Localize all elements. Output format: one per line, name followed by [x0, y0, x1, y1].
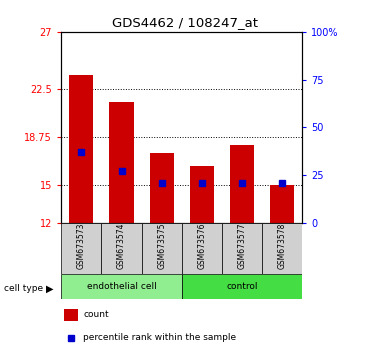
Bar: [182, 274, 302, 299]
Bar: [150, 153, 174, 223]
Text: percentile rank within the sample: percentile rank within the sample: [83, 333, 236, 342]
Bar: [101, 223, 142, 274]
Text: count: count: [83, 310, 109, 319]
Bar: [109, 102, 134, 223]
Bar: [61, 274, 182, 299]
Text: control: control: [226, 282, 258, 291]
Bar: [142, 223, 182, 274]
Text: GSM673574: GSM673574: [117, 223, 126, 269]
Text: GSM673573: GSM673573: [77, 223, 86, 269]
Bar: [190, 166, 214, 223]
Bar: [230, 145, 254, 223]
Text: cell type: cell type: [4, 284, 43, 293]
Bar: [61, 223, 101, 274]
Bar: [182, 223, 222, 274]
Text: GSM673575: GSM673575: [157, 223, 166, 269]
Text: endothelial cell: endothelial cell: [86, 282, 157, 291]
Bar: [64, 309, 78, 321]
Bar: [69, 75, 93, 223]
Text: GSM673576: GSM673576: [197, 223, 206, 269]
Text: GSM673577: GSM673577: [237, 223, 247, 269]
Text: GSM673578: GSM673578: [278, 223, 287, 269]
Text: GDS4462 / 108247_at: GDS4462 / 108247_at: [112, 16, 259, 29]
Text: ▶: ▶: [46, 284, 54, 293]
Bar: [222, 223, 262, 274]
Bar: [270, 185, 294, 223]
Bar: [262, 223, 302, 274]
